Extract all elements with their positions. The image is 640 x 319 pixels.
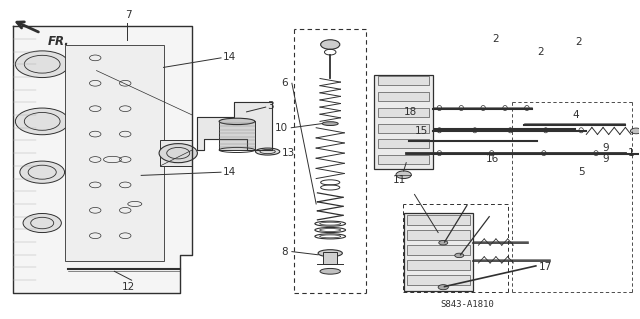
FancyBboxPatch shape — [378, 76, 429, 85]
Text: 14: 14 — [223, 167, 236, 177]
FancyBboxPatch shape — [378, 108, 429, 117]
Text: 7: 7 — [125, 10, 132, 20]
FancyBboxPatch shape — [408, 215, 470, 225]
Circle shape — [23, 213, 61, 233]
FancyBboxPatch shape — [408, 245, 470, 255]
Circle shape — [15, 51, 69, 78]
FancyBboxPatch shape — [219, 122, 255, 150]
FancyBboxPatch shape — [408, 260, 470, 270]
Polygon shape — [197, 102, 272, 150]
Circle shape — [20, 161, 65, 183]
Text: 16: 16 — [486, 154, 499, 165]
Circle shape — [15, 108, 69, 135]
Circle shape — [321, 40, 340, 49]
FancyBboxPatch shape — [65, 45, 164, 261]
FancyBboxPatch shape — [378, 139, 429, 148]
Text: 13: 13 — [282, 148, 295, 158]
FancyBboxPatch shape — [323, 252, 337, 264]
Circle shape — [438, 285, 449, 290]
FancyBboxPatch shape — [378, 155, 429, 164]
Ellipse shape — [318, 250, 342, 257]
Ellipse shape — [219, 118, 255, 124]
Text: 2: 2 — [575, 37, 582, 47]
Text: 10: 10 — [275, 123, 288, 133]
Ellipse shape — [255, 148, 280, 155]
FancyBboxPatch shape — [378, 92, 429, 101]
Ellipse shape — [322, 122, 338, 125]
Text: 2: 2 — [537, 47, 544, 56]
Text: 8: 8 — [282, 247, 288, 256]
Ellipse shape — [320, 269, 340, 274]
Text: 9: 9 — [602, 154, 609, 165]
FancyBboxPatch shape — [374, 75, 433, 169]
Text: FR.: FR. — [47, 35, 69, 48]
Text: S843-A1810: S843-A1810 — [440, 300, 493, 309]
Circle shape — [630, 128, 640, 134]
Text: 1: 1 — [628, 148, 634, 159]
Text: 5: 5 — [579, 167, 585, 177]
FancyBboxPatch shape — [404, 213, 473, 291]
Text: 4: 4 — [572, 110, 579, 120]
Text: 3: 3 — [268, 101, 275, 111]
Text: 12: 12 — [122, 282, 135, 292]
FancyBboxPatch shape — [408, 275, 470, 285]
Text: 15: 15 — [415, 126, 428, 136]
Circle shape — [159, 144, 197, 163]
Circle shape — [455, 253, 464, 258]
Circle shape — [396, 171, 412, 179]
FancyBboxPatch shape — [161, 140, 192, 166]
Text: 9: 9 — [602, 143, 609, 153]
Text: 6: 6 — [282, 78, 288, 88]
Circle shape — [439, 241, 448, 245]
Text: 2: 2 — [492, 34, 499, 44]
Polygon shape — [13, 26, 192, 293]
Text: 14: 14 — [223, 52, 236, 62]
FancyBboxPatch shape — [408, 230, 470, 240]
Text: 17: 17 — [538, 262, 552, 272]
FancyBboxPatch shape — [378, 123, 429, 132]
Text: 11: 11 — [393, 175, 406, 185]
Text: 18: 18 — [404, 107, 417, 117]
